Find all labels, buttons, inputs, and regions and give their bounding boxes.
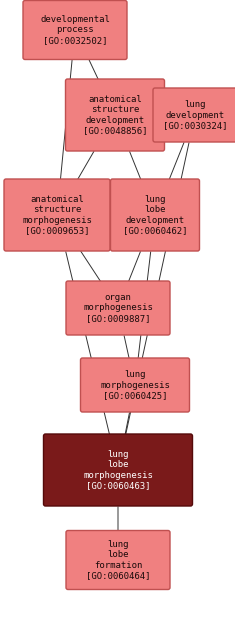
Text: organ
morphogenesis
[GO:0009887]: organ morphogenesis [GO:0009887] <box>83 293 153 323</box>
FancyBboxPatch shape <box>81 358 189 412</box>
Text: developmental
process
[GO:0032502]: developmental process [GO:0032502] <box>40 15 110 45</box>
FancyBboxPatch shape <box>23 1 127 60</box>
Text: lung
lobe
development
[GO:0060462]: lung lobe development [GO:0060462] <box>123 195 187 235</box>
Text: anatomical
structure
morphogenesis
[GO:0009653]: anatomical structure morphogenesis [GO:0… <box>22 195 92 235</box>
Text: lung
lobe
formation
[GO:0060464]: lung lobe formation [GO:0060464] <box>86 540 150 580</box>
Text: lung
morphogenesis
[GO:0060425]: lung morphogenesis [GO:0060425] <box>100 370 170 400</box>
FancyBboxPatch shape <box>153 88 235 142</box>
FancyBboxPatch shape <box>66 531 170 590</box>
FancyBboxPatch shape <box>66 79 164 151</box>
FancyBboxPatch shape <box>43 434 192 506</box>
FancyBboxPatch shape <box>66 281 170 335</box>
Text: lung
development
[GO:0030324]: lung development [GO:0030324] <box>163 100 227 130</box>
FancyBboxPatch shape <box>110 179 200 251</box>
FancyBboxPatch shape <box>4 179 110 251</box>
Text: anatomical
structure
development
[GO:0048856]: anatomical structure development [GO:004… <box>83 95 147 135</box>
Text: lung
lobe
morphogenesis
[GO:0060463]: lung lobe morphogenesis [GO:0060463] <box>83 450 153 490</box>
